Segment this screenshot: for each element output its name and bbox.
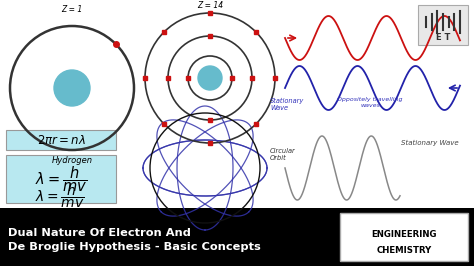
Text: Hydrogen: Hydrogen: [52, 156, 92, 165]
Text: E T: E T: [436, 32, 450, 41]
Text: Dual Nature Of Electron And
De Broglie Hypothesis - Basic Concepts: Dual Nature Of Electron And De Broglie H…: [8, 228, 261, 252]
FancyBboxPatch shape: [0, 208, 474, 266]
FancyBboxPatch shape: [418, 5, 468, 45]
Text: CHEMISTRY: CHEMISTRY: [376, 246, 432, 255]
Circle shape: [54, 70, 90, 106]
Text: Z = 14: Z = 14: [197, 1, 223, 10]
Text: $2\pi r = n\lambda$: $2\pi r = n\lambda$: [36, 134, 85, 147]
Text: Stationary Wave: Stationary Wave: [401, 140, 459, 146]
FancyBboxPatch shape: [340, 213, 468, 261]
Text: $\lambda = \dfrac{h}{mv}$: $\lambda = \dfrac{h}{mv}$: [35, 182, 85, 210]
Text: ENGINEERING: ENGINEERING: [371, 230, 437, 239]
Text: $\lambda = \dfrac{h}{mv}$: $\lambda = \dfrac{h}{mv}$: [35, 164, 87, 194]
Text: Stationary
Wave: Stationary Wave: [270, 98, 304, 111]
Text: Circular
Orbit: Circular Orbit: [270, 148, 296, 161]
FancyBboxPatch shape: [6, 155, 116, 203]
Text: Oppositely travelling
waves: Oppositely travelling waves: [337, 97, 403, 108]
Text: Z = 1: Z = 1: [61, 5, 82, 14]
Circle shape: [198, 66, 222, 90]
FancyBboxPatch shape: [6, 130, 116, 150]
